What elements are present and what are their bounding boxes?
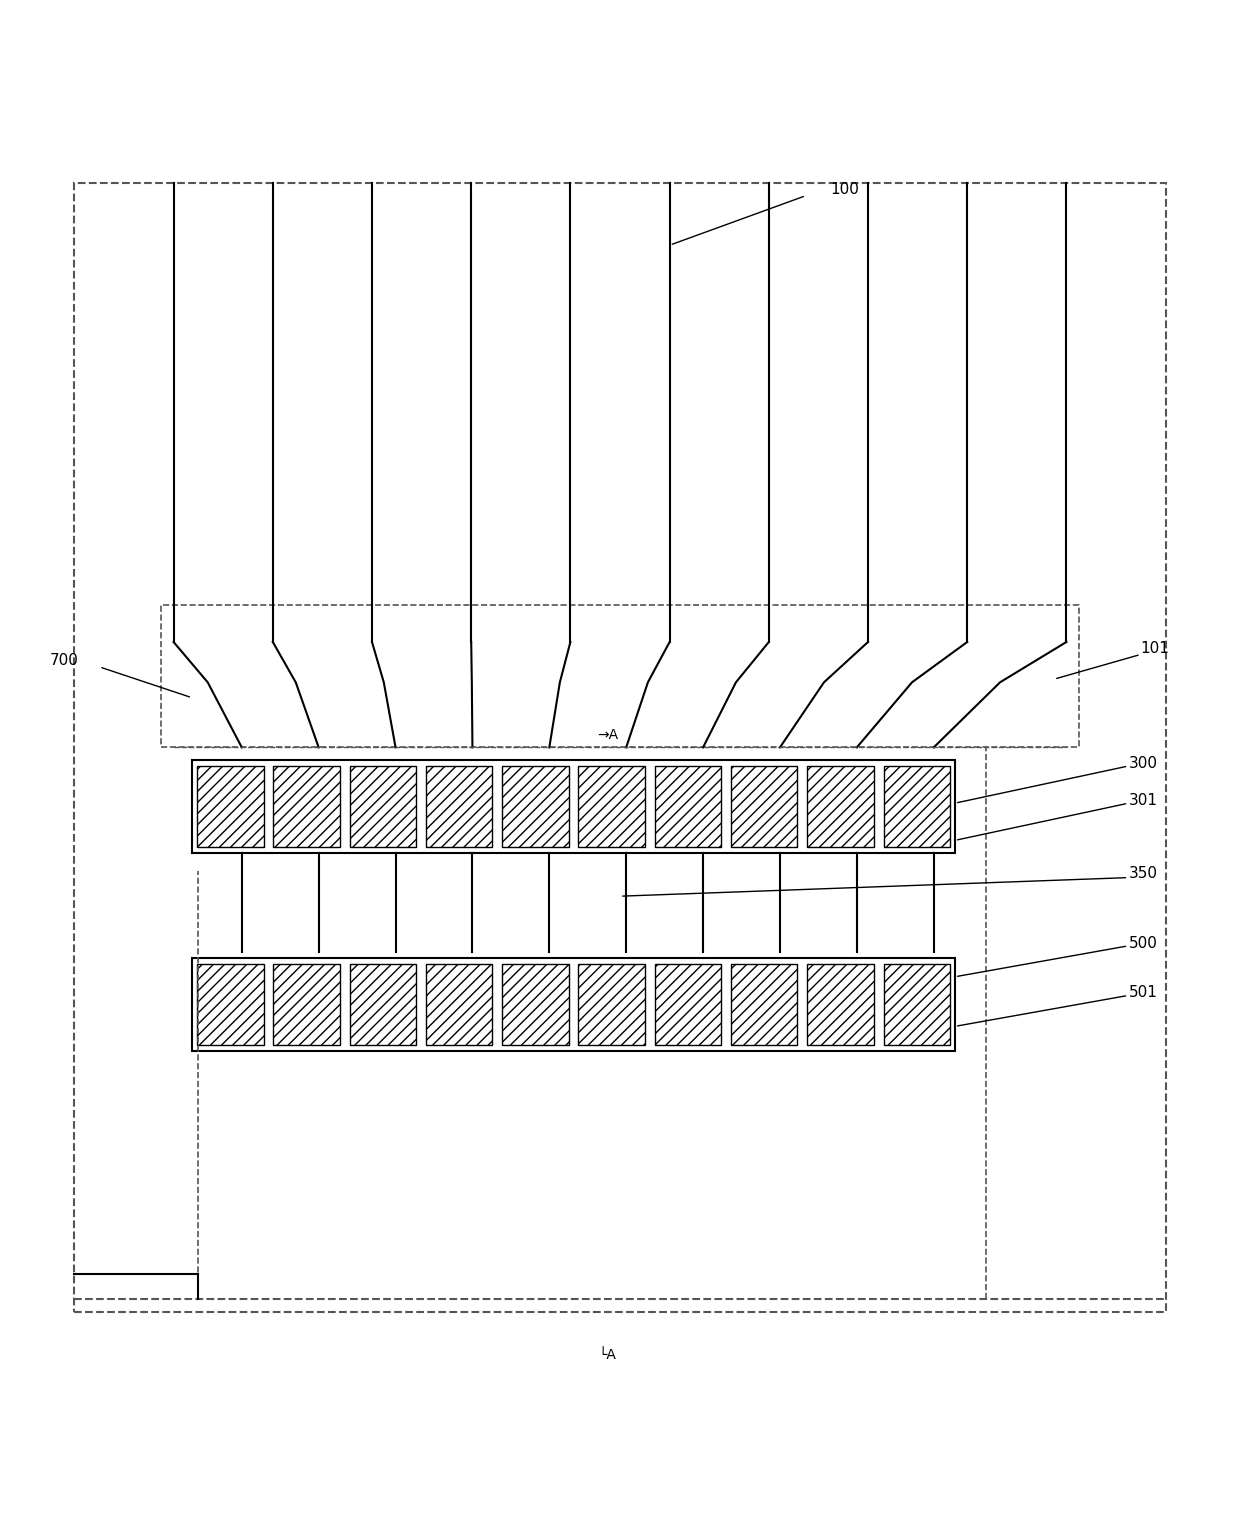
Bar [502, 965, 569, 1045]
Bar [883, 965, 950, 1045]
Bar [655, 965, 722, 1045]
Bar [502, 766, 569, 847]
Bar [883, 965, 950, 1045]
Bar [655, 766, 722, 847]
Bar [502, 766, 569, 847]
Bar [732, 766, 797, 847]
Bar [807, 766, 873, 847]
Text: 350: 350 [1128, 867, 1157, 881]
Text: 500: 500 [1128, 936, 1157, 951]
Text: 300: 300 [1128, 755, 1157, 771]
Bar [273, 766, 340, 847]
Bar [427, 766, 492, 847]
Bar [427, 965, 492, 1045]
Bar [578, 965, 645, 1045]
Text: 101: 101 [1141, 640, 1169, 656]
Bar [427, 766, 492, 847]
Bar [578, 766, 645, 847]
Bar [655, 965, 722, 1045]
Text: 301: 301 [1128, 794, 1157, 809]
Bar [350, 965, 417, 1045]
Bar [655, 766, 722, 847]
Text: 501: 501 [1128, 985, 1157, 1000]
Bar [197, 965, 263, 1045]
Bar [197, 965, 263, 1045]
Bar [350, 766, 417, 847]
Bar [197, 766, 263, 847]
Bar [192, 958, 955, 1051]
Text: 700: 700 [50, 653, 78, 668]
Bar [732, 965, 797, 1045]
Bar [350, 965, 417, 1045]
Bar [807, 965, 873, 1045]
Bar [883, 766, 950, 847]
Bar [273, 965, 340, 1045]
Bar [273, 766, 340, 847]
Bar [197, 766, 263, 847]
Bar [883, 766, 950, 847]
Bar [502, 965, 569, 1045]
Bar [350, 766, 417, 847]
Bar [578, 766, 645, 847]
Bar [807, 965, 873, 1045]
Text: 100: 100 [831, 182, 859, 198]
Bar [427, 965, 492, 1045]
Bar [732, 766, 797, 847]
Bar [732, 965, 797, 1045]
Bar [273, 965, 340, 1045]
Text: └A: └A [599, 1348, 616, 1362]
Bar [807, 766, 873, 847]
Bar [578, 965, 645, 1045]
Text: →A: →A [596, 728, 619, 741]
Bar [192, 760, 955, 853]
